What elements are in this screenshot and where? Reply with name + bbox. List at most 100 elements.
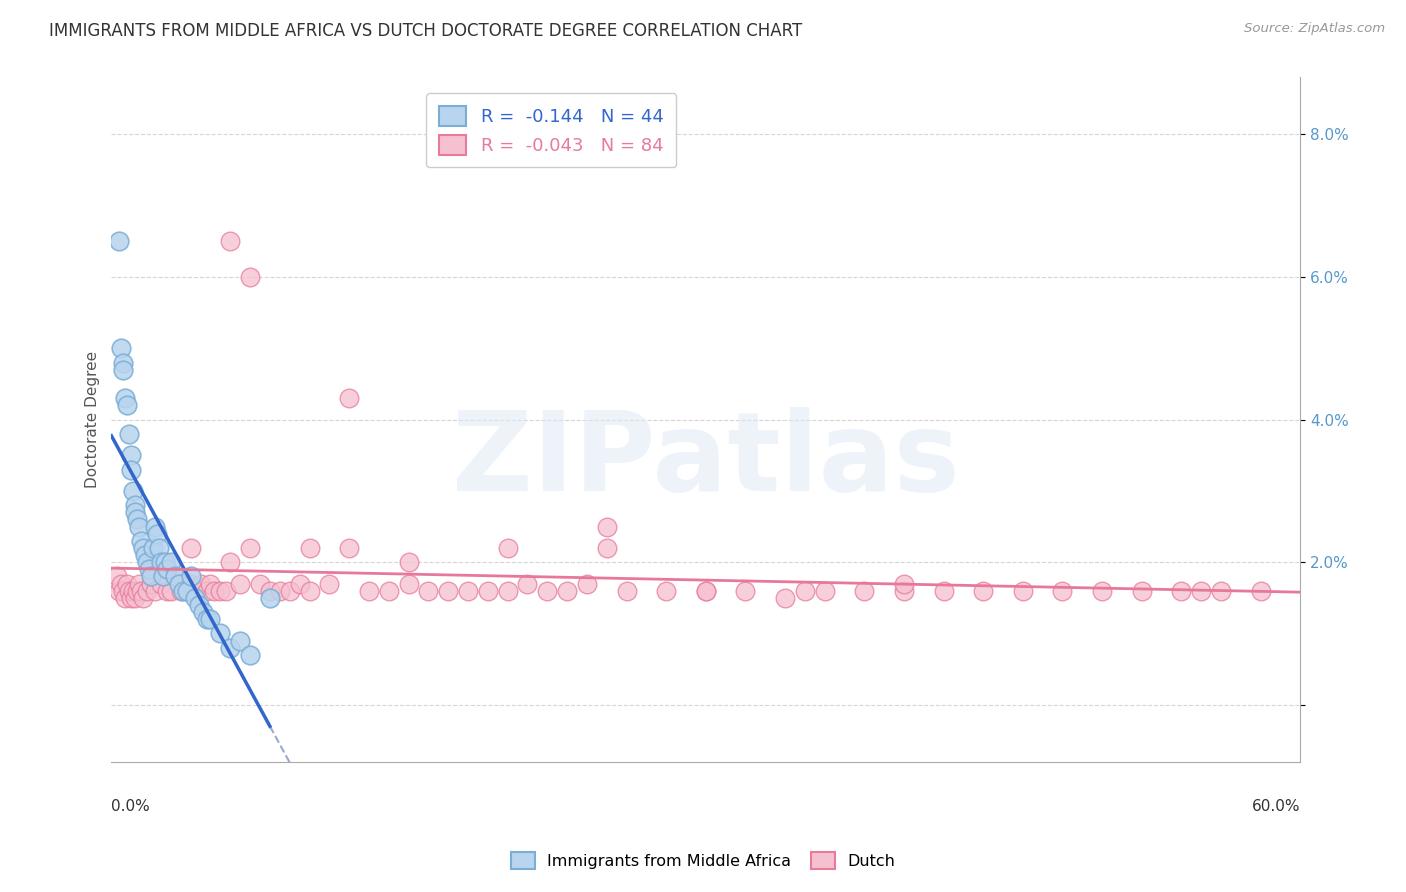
Point (143, 519, 166, 533)
Point (122, 583, 145, 598)
Point (932, 583, 955, 598)
Point (249, 576, 271, 591)
Point (143, 583, 166, 598)
Point (209, 626, 232, 640)
Point (278, 583, 301, 598)
Point (124, 591, 146, 605)
Point (734, 583, 756, 598)
Text: IMMIGRANTS FROM MIDDLE AFRICA VS DUTCH DOCTORATE DEGREE CORRELATION CHART: IMMIGRANTS FROM MIDDLE AFRICA VS DUTCH D… (49, 22, 803, 40)
Point (398, 576, 420, 591)
Point (219, 640, 242, 655)
Point (172, 583, 194, 598)
Point (129, 533, 152, 548)
Point (773, 591, 796, 605)
Point (575, 576, 598, 591)
Point (187, 598, 209, 612)
Point (318, 576, 340, 591)
Point (146, 526, 169, 541)
Point (160, 583, 183, 598)
Point (269, 583, 291, 598)
Point (114, 391, 136, 405)
Point (219, 235, 242, 249)
Point (176, 583, 198, 598)
Point (122, 483, 145, 498)
Point (219, 555, 242, 569)
Point (853, 583, 876, 598)
Point (695, 583, 717, 598)
Point (337, 541, 360, 555)
Point (132, 591, 155, 605)
Point (457, 583, 479, 598)
Point (180, 576, 202, 591)
Point (298, 541, 321, 555)
Point (118, 426, 141, 441)
Point (793, 583, 815, 598)
Point (418, 583, 440, 598)
Point (139, 569, 162, 583)
Point (156, 583, 179, 598)
Text: Source: ZipAtlas.com: Source: ZipAtlas.com (1244, 22, 1385, 36)
Point (893, 576, 915, 591)
Point (163, 569, 186, 583)
Point (239, 648, 262, 662)
Point (117, 398, 139, 412)
Point (195, 583, 218, 598)
Point (134, 548, 156, 562)
Point (229, 633, 252, 648)
Point (1130, 583, 1153, 598)
Point (148, 541, 170, 555)
Y-axis label: Doctorate Degree: Doctorate Degree (86, 351, 100, 488)
Point (437, 583, 460, 598)
Point (149, 555, 172, 569)
Point (1189, 583, 1212, 598)
Point (167, 576, 190, 591)
Point (357, 583, 380, 598)
Point (204, 583, 226, 598)
Point (239, 270, 262, 285)
Point (156, 562, 179, 576)
Point (191, 605, 214, 619)
Point (288, 576, 311, 591)
Point (183, 591, 205, 605)
Point (163, 569, 186, 583)
Point (142, 541, 165, 555)
Point (138, 562, 160, 576)
Point (209, 583, 232, 598)
Point (1091, 583, 1114, 598)
Point (215, 583, 238, 598)
Point (183, 583, 205, 598)
Point (200, 612, 222, 626)
Point (108, 235, 131, 249)
Text: 0.0%: 0.0% (111, 799, 150, 814)
Point (153, 555, 176, 569)
Point (112, 583, 135, 598)
Point (152, 569, 174, 583)
Point (893, 583, 915, 598)
Point (112, 355, 135, 369)
Point (120, 591, 142, 605)
Point (596, 519, 619, 533)
Point (176, 583, 198, 598)
Point (337, 391, 360, 405)
Point (190, 576, 212, 591)
Point (972, 583, 994, 598)
Point (1011, 583, 1033, 598)
Point (596, 541, 619, 555)
Point (239, 541, 262, 555)
Point (149, 576, 172, 591)
Point (129, 583, 152, 598)
Point (132, 541, 155, 555)
Point (616, 583, 638, 598)
Point (170, 583, 193, 598)
Point (180, 541, 202, 555)
Point (655, 583, 678, 598)
Point (160, 555, 183, 569)
Point (114, 591, 136, 605)
Point (1250, 583, 1272, 598)
Point (136, 583, 159, 598)
Point (536, 583, 558, 598)
Point (110, 576, 132, 591)
Point (1209, 583, 1232, 598)
Point (496, 583, 519, 598)
Point (108, 583, 131, 598)
